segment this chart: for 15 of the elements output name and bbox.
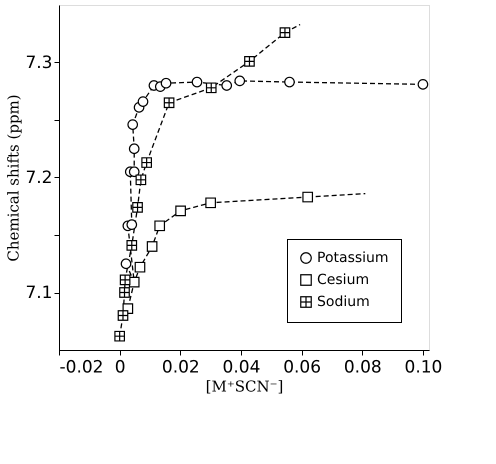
- x-axis-title: [M⁺SCN⁻]: [206, 378, 284, 396]
- y-tick-label: 7.3: [25, 53, 52, 73]
- y-tick-label: 7.2: [25, 168, 52, 188]
- x-tick-label: 0.08: [344, 358, 382, 378]
- x-tick-label: -0.02: [60, 358, 104, 378]
- legend-label: Potassium: [317, 250, 389, 266]
- x-tick-label: 0.06: [283, 358, 322, 378]
- y-axis-title: Chemical shifts (ppm): [4, 94, 22, 262]
- x-tick-label: 0.10: [404, 358, 442, 378]
- y-tick-label: 7.1: [25, 283, 52, 303]
- x-tick-label: 0.04: [222, 358, 260, 378]
- x-tick-label: 0: [114, 358, 126, 378]
- legend-label: Cesium: [317, 272, 370, 288]
- legend-label: Sodium: [317, 294, 370, 310]
- x-tick-label: 0.02: [162, 358, 200, 378]
